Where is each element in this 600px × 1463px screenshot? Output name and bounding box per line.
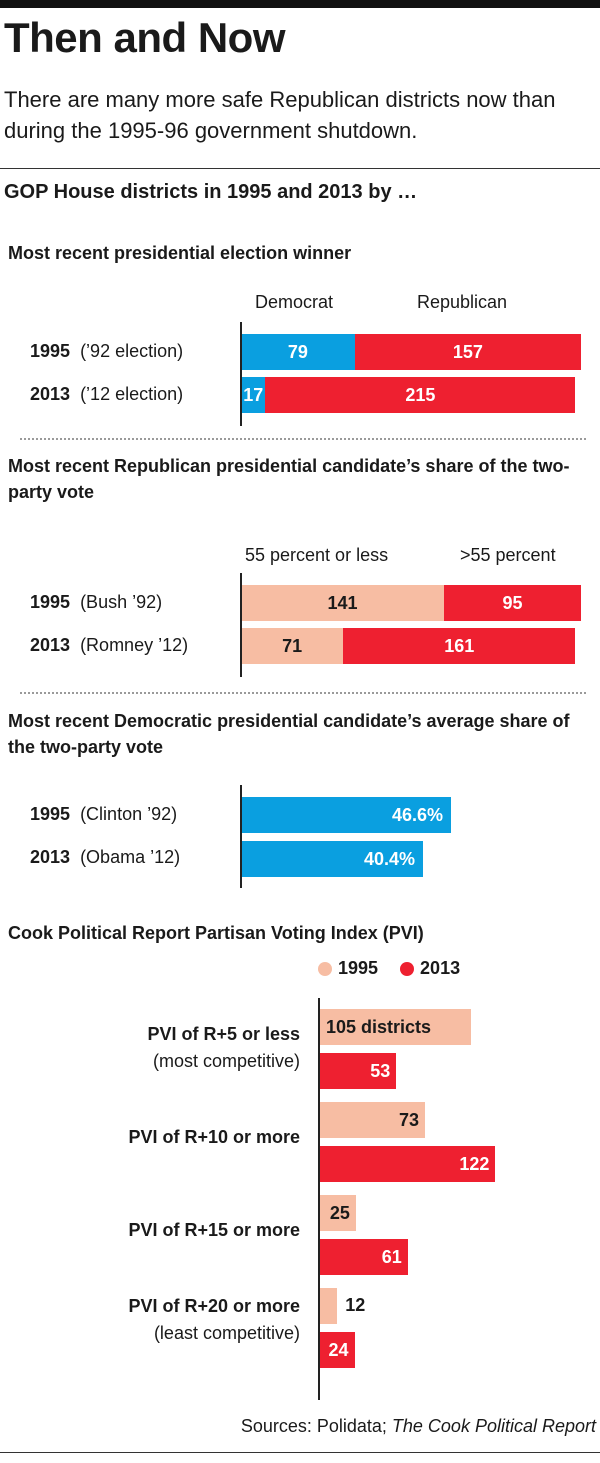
bar-1995: 46.6% <box>241 797 451 833</box>
pvi-category-label: PVI of R+20 or more (least competitive) <box>0 1293 300 1347</box>
year-label: 2013 <box>30 384 71 404</box>
section4-title: Cook Political Report Partisan Voting In… <box>8 923 424 943</box>
section3-axis <box>240 785 242 888</box>
chart-heading: GOP House districts in 1995 and 2013 by … <box>4 181 418 203</box>
year-label: 1995 <box>30 804 71 824</box>
pvi-category-main: PVI of R+5 or less <box>147 1024 300 1044</box>
pvi-category-label: PVI of R+5 or less (most competitive) <box>0 1021 300 1075</box>
section3-title: Most recent Democratic presidential cand… <box>8 711 570 757</box>
section2-axis <box>240 573 242 677</box>
section2-legend-low: 55 percent or less <box>245 545 389 565</box>
dotted-divider <box>20 692 586 694</box>
section2-row-label-2013: 2013 (Romney ’12) <box>30 635 188 656</box>
row-note: (Obama ’12) <box>80 847 181 867</box>
pvi-bar-2013-1: 53 <box>320 1053 397 1089</box>
section1-axis <box>240 322 242 426</box>
row-note: (Romney ’12) <box>80 635 189 655</box>
bar-2013: 40.4% <box>241 841 424 877</box>
bar-2013-seg-2: 161 <box>343 628 576 664</box>
bar-1995-seg-2: 157 <box>354 334 581 370</box>
bar-2013-seg-1: 17 <box>241 377 266 413</box>
section3-row-label-1995: 1995 (Clinton ’92) <box>30 804 177 825</box>
pvi-category-main: PVI of R+10 or more <box>128 1127 300 1147</box>
legend-dot-1995 <box>318 961 332 976</box>
pvi-bar-2013-3: 61 <box>320 1239 408 1275</box>
year-label: 1995 <box>30 341 71 361</box>
pvi-category-note: (least competitive) <box>153 1323 300 1343</box>
section1-title: Most recent presidential election winner <box>8 243 352 263</box>
year-label: 2013 <box>30 847 71 867</box>
pvi-bar-1995-2: 73 <box>320 1102 425 1138</box>
bar-2013-seg-2: 215 <box>265 377 576 413</box>
section1-row-label-2013: 2013 (’12 election) <box>30 384 183 405</box>
pvi-bar-2013-4: 24 <box>320 1332 355 1368</box>
pvi-category-label: PVI of R+15 or more <box>0 1217 300 1244</box>
section1-legend-rep: Republican <box>417 292 508 312</box>
dotted-divider <box>20 438 586 440</box>
sources: Sources: Polidata; The Cook Political Re… <box>241 1416 596 1437</box>
year-label: 2013 <box>30 635 71 655</box>
row-note: (’12 election) <box>80 384 184 404</box>
year-label: 1995 <box>30 592 71 612</box>
bar-2013-seg-1: 71 <box>241 628 344 664</box>
section2-row-label-1995: 1995 (Bush ’92) <box>30 592 162 613</box>
bar-1995-seg-1: 141 <box>241 585 445 621</box>
pvi-category-note: (most competitive) <box>152 1051 300 1071</box>
divider <box>0 168 600 169</box>
row-note: (Clinton ’92) <box>80 804 178 824</box>
legend-label: 2013 <box>420 958 461 978</box>
section1-row-label-1995: 1995 (’92 election) <box>30 341 183 362</box>
pvi-category-main: PVI of R+15 or more <box>128 1220 300 1240</box>
section3-row-label-2013: 2013 (Obama ’12) <box>30 847 180 868</box>
pvi-category-main: PVI of R+20 or more <box>128 1296 300 1316</box>
bottom-divider <box>0 1452 600 1453</box>
pvi-value-label: 12 <box>345 1295 366 1315</box>
page-subtitle: There are many more safe Republican dist… <box>4 87 556 143</box>
legend-item-1995: 1995 <box>318 958 378 979</box>
pvi-bar-1995-4 <box>320 1288 338 1324</box>
row-note: (Bush ’92) <box>80 592 163 612</box>
pvi-bar-1995-3: 25 <box>320 1195 356 1231</box>
page-title: Then and Now <box>4 14 286 61</box>
row-note: (’92 election) <box>80 341 184 361</box>
top-bar <box>0 0 600 8</box>
section1-legend-dem: Democrat <box>255 292 334 312</box>
pvi-bar-2013-2: 122 <box>320 1146 496 1182</box>
sources-prefix: Sources: Polidata; <box>240 1416 392 1436</box>
sources-italic: The Cook Political Report <box>391 1416 596 1436</box>
section2-legend-high: >55 percent <box>460 545 556 565</box>
pvi-axis <box>318 998 320 1400</box>
pvi-bar-1995-1: 105 districts <box>320 1009 471 1045</box>
section2-title: Most recent Republican presidential cand… <box>8 456 570 502</box>
bar-1995-seg-2: 95 <box>444 585 581 621</box>
legend-dot-2013 <box>400 961 415 976</box>
legend-item-2013: 2013 <box>400 958 460 979</box>
legend-label: 1995 <box>338 958 379 978</box>
pvi-category-label: PVI of R+10 or more <box>0 1124 300 1151</box>
pvi-legend: 1995 2013 <box>318 958 482 979</box>
bar-1995-seg-1: 79 <box>241 334 355 370</box>
